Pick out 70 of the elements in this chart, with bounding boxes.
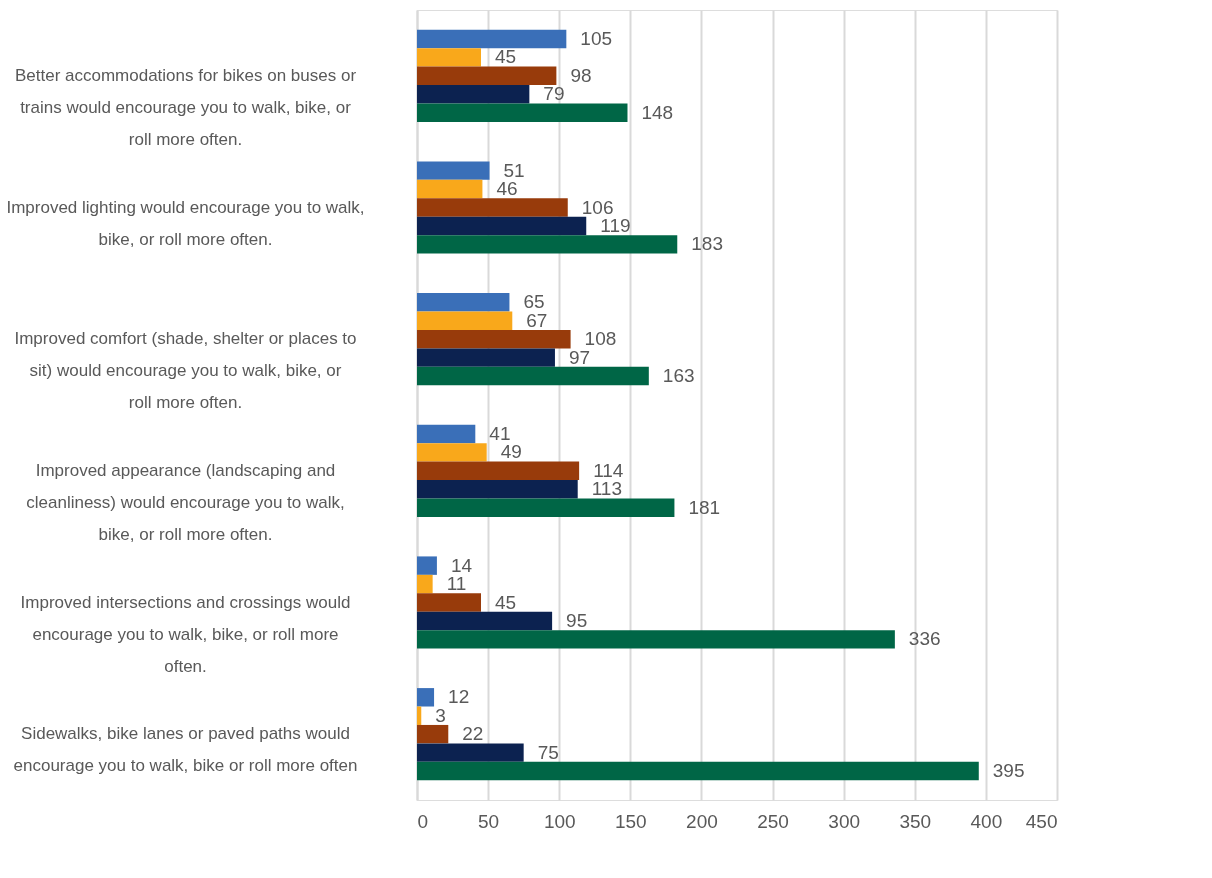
- bar: [417, 630, 895, 649]
- bar: [417, 706, 422, 725]
- data-label: 45: [495, 591, 517, 613]
- data-label: 79: [543, 83, 565, 105]
- bar: [417, 688, 435, 707]
- data-label: 183: [691, 233, 723, 255]
- bar: [417, 593, 481, 612]
- data-label: 95: [566, 609, 588, 631]
- y-tick-label: Sidewalks, bike lanes or paved paths would encourage you to walk, bike or roll more often: [13, 724, 358, 776]
- data-label: 75: [537, 741, 559, 763]
- data-label: 11: [446, 573, 467, 595]
- data-label: 51: [503, 159, 525, 181]
- bar: [417, 348, 555, 367]
- data-label: 14: [450, 554, 473, 576]
- y-tick-label: Improved lighting would encourage you to walk, bike, or roll more often.: [6, 197, 365, 249]
- x-tick-label: 50: [478, 810, 500, 832]
- data-label: 181: [688, 496, 721, 518]
- bar: [417, 235, 678, 254]
- bar: [417, 66, 557, 86]
- bar: [417, 443, 487, 462]
- bar: [417, 761, 979, 781]
- data-label: 105: [580, 27, 613, 49]
- data-label: 41: [489, 422, 511, 444]
- y-tick-label: Better accommodations for bikes on buses or trains would encourage you to walk, bike, or roll more often.: [14, 65, 357, 149]
- data-label: 3: [435, 704, 446, 726]
- data-label: 114: [593, 459, 624, 481]
- bar: [417, 179, 483, 199]
- data-label: 113: [591, 478, 623, 500]
- x-tick-label: 350: [899, 810, 932, 832]
- x-tick-label: 200: [686, 810, 718, 832]
- bar: [417, 556, 437, 575]
- bar: [417, 85, 530, 104]
- bar: [417, 498, 675, 517]
- bar: [417, 424, 476, 444]
- bar: [417, 366, 649, 386]
- data-label: 395: [992, 760, 1025, 782]
- bar: [417, 216, 587, 236]
- bar: [417, 103, 628, 122]
- bar: [417, 198, 568, 217]
- x-tick-label: 300: [828, 810, 861, 832]
- data-label: 12: [448, 686, 470, 708]
- data-label: 163: [662, 365, 695, 387]
- y-tick-label: Improved intersections and crossings would encourage you to walk, bike, or roll more often.: [20, 592, 351, 676]
- bar: [417, 48, 481, 67]
- bar: [417, 574, 433, 594]
- bar: [417, 329, 571, 349]
- bar: [417, 293, 510, 312]
- bar: [417, 461, 580, 481]
- data-label: 98: [570, 64, 592, 86]
- bar: [417, 311, 513, 330]
- data-label: 46: [496, 178, 518, 200]
- x-tick-label: 400: [970, 810, 1003, 832]
- data-label: 336: [908, 628, 941, 650]
- x-tick-label: 150: [614, 810, 647, 832]
- bar: [417, 743, 524, 762]
- x-tick-label: 100: [543, 810, 576, 832]
- data-label: 22: [462, 723, 484, 745]
- bar: [417, 161, 490, 180]
- y-tick-label: Improved appearance (landscaping and cleanliness) would encourage you to walk, bike, or roll more often.: [26, 460, 345, 544]
- bar: [417, 29, 567, 49]
- bar: [417, 611, 553, 631]
- bar: [417, 480, 578, 499]
- data-label: 49: [500, 441, 522, 463]
- x-tick-label: 0: [417, 810, 429, 832]
- y-tick-label: Improved comfort (shade, shelter or places to sit) would encourage you to walk, bike, or roll more often.: [14, 329, 357, 413]
- x-tick-label: 250: [757, 810, 789, 832]
- x-tick-label: 450: [1025, 810, 1058, 832]
- bar: [417, 724, 449, 744]
- data-label: 148: [641, 101, 674, 123]
- data-label: 45: [495, 46, 517, 68]
